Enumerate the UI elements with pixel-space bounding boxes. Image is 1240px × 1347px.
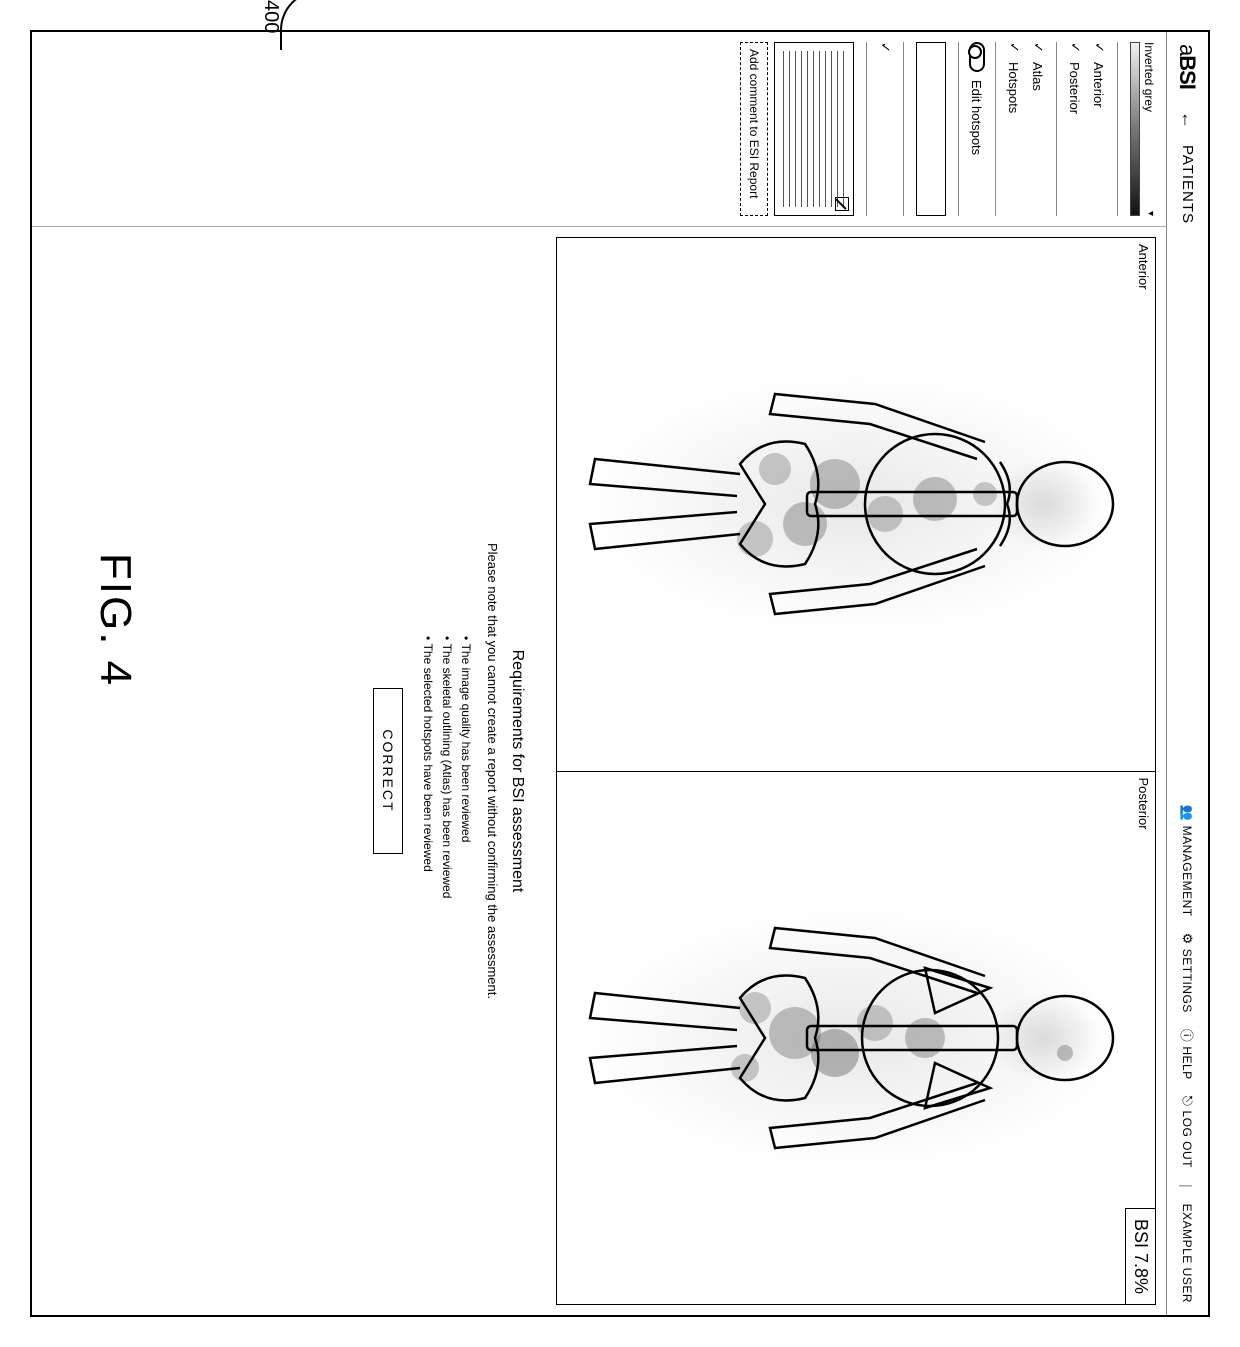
correct-button[interactable]: CORRECT	[373, 688, 403, 853]
bsi-label: BSI	[1131, 1219, 1151, 1248]
skeleton-posterior	[575, 898, 1135, 1178]
nav-logout-label: LOG OUT	[1181, 1110, 1195, 1168]
brand: aBSI	[1175, 44, 1201, 89]
gear-icon: ⚙	[1180, 933, 1196, 945]
check-anterior-label: Anterior	[1092, 62, 1107, 108]
toggle-edit-hotspots[interactable]: Edit hotspots	[965, 42, 989, 216]
nav-settings[interactable]: ⚙ SETTINGS	[1180, 933, 1196, 1013]
callout-line	[280, 0, 370, 50]
add-comment-button[interactable]: Add comment to ESI Report	[740, 42, 768, 216]
check-atlas-label: Atlas	[1031, 62, 1046, 91]
nav-logout[interactable]: ⎋ LOG OUT	[1180, 1096, 1196, 1168]
check-posterior[interactable]: ✓ Posterior	[1063, 42, 1087, 216]
check-icon: ✓	[1006, 42, 1022, 56]
check-icon: ✓	[1030, 42, 1046, 56]
requirements-block: Requirements for BSI assessment Please n…	[373, 237, 526, 1305]
back-arrow-icon[interactable]: ←	[1177, 111, 1198, 129]
check-atlas[interactable]: ✓ Atlas	[1026, 42, 1050, 216]
requirements-title: Requirements for BSI assessment	[508, 237, 526, 1305]
toggle-label: Edit hotspots	[970, 80, 985, 155]
nav-management-label: MANAGEMENT	[1181, 826, 1195, 917]
people-icon: 👥	[1180, 805, 1196, 822]
check-hotspots-label: Hotspots	[1007, 62, 1022, 113]
chart-thumbnail[interactable]	[774, 42, 854, 216]
topbar: aBSI ← PATIENTS 👥 MANAGEMENT ⚙ SETTINGS …	[1166, 32, 1208, 1315]
nav-management[interactable]: 👥 MANAGEMENT	[1180, 805, 1196, 917]
scan-panel-anterior[interactable]: Anterior	[557, 238, 1155, 771]
content-area: Anterior	[32, 227, 1166, 1315]
gradient-bar	[1130, 42, 1140, 216]
nav-settings-label: SETTINGS	[1181, 949, 1195, 1013]
scan-label-anterior: Anterior	[1136, 244, 1151, 290]
requirements-note: Please note that you cannot create a rep…	[485, 237, 500, 1305]
check-extra[interactable]: ✓	[873, 42, 897, 216]
logout-icon: ⎋	[1180, 1096, 1196, 1107]
scan-label-posterior: Posterior	[1136, 778, 1151, 830]
chart-thumbnail-lines	[783, 51, 845, 207]
bsi-value: 7.8%	[1131, 1253, 1151, 1294]
requirement-item: The image quality has been reviewed	[456, 644, 475, 899]
sidebar: Inverted grey ▾ ✓ Anterior ✓ Posterior ✓ At…	[32, 32, 1166, 227]
nav-patients[interactable]: PATIENTS	[1179, 145, 1196, 224]
help-icon: ⓘ	[1178, 1029, 1197, 1043]
brand-rest: BSI	[1176, 55, 1201, 89]
check-icon: ✓	[1091, 42, 1107, 56]
bsi-badge: BSI 7.8%	[1125, 1208, 1155, 1304]
expand-icon[interactable]	[835, 197, 849, 211]
palette-label: Inverted grey	[1142, 42, 1156, 112]
topbar-separator: |	[1180, 1184, 1196, 1188]
palette-select[interactable]: Inverted grey ▾	[1142, 42, 1156, 216]
requirement-item: The skeletal outlining (Atlas) has been …	[437, 644, 456, 899]
chevron-down-icon: ▾	[1142, 211, 1156, 216]
toggle-icon	[969, 42, 985, 72]
skeleton-anterior	[575, 364, 1135, 644]
requirements-list: The image quality has been reviewed The …	[417, 644, 475, 899]
user-label[interactable]: EXAMPLE USER	[1181, 1204, 1195, 1303]
check-icon: ✓	[1067, 42, 1083, 56]
check-hotspots[interactable]: ✓ Hotspots	[1002, 42, 1026, 216]
check-posterior-label: Posterior	[1068, 62, 1083, 114]
brand-a: a	[1176, 44, 1201, 55]
nav-help[interactable]: ⓘ HELP	[1178, 1029, 1197, 1080]
scan-panel-posterior[interactable]: Posterior BSI 7.8%	[557, 771, 1155, 1305]
requirement-item: The selected hotspots have been reviewed	[417, 644, 436, 899]
figure-label: FIG. 4	[90, 553, 140, 687]
callout-400: 400	[259, 0, 282, 33]
nav-help-label: HELP	[1181, 1046, 1195, 1079]
add-comment-label: Add comment to ESI Report	[747, 49, 761, 198]
check-anterior[interactable]: ✓ Anterior	[1087, 42, 1111, 216]
sidebar-box-1[interactable]	[916, 42, 946, 216]
check-icon: ✓	[877, 42, 893, 56]
scan-row: Anterior	[556, 237, 1156, 1305]
